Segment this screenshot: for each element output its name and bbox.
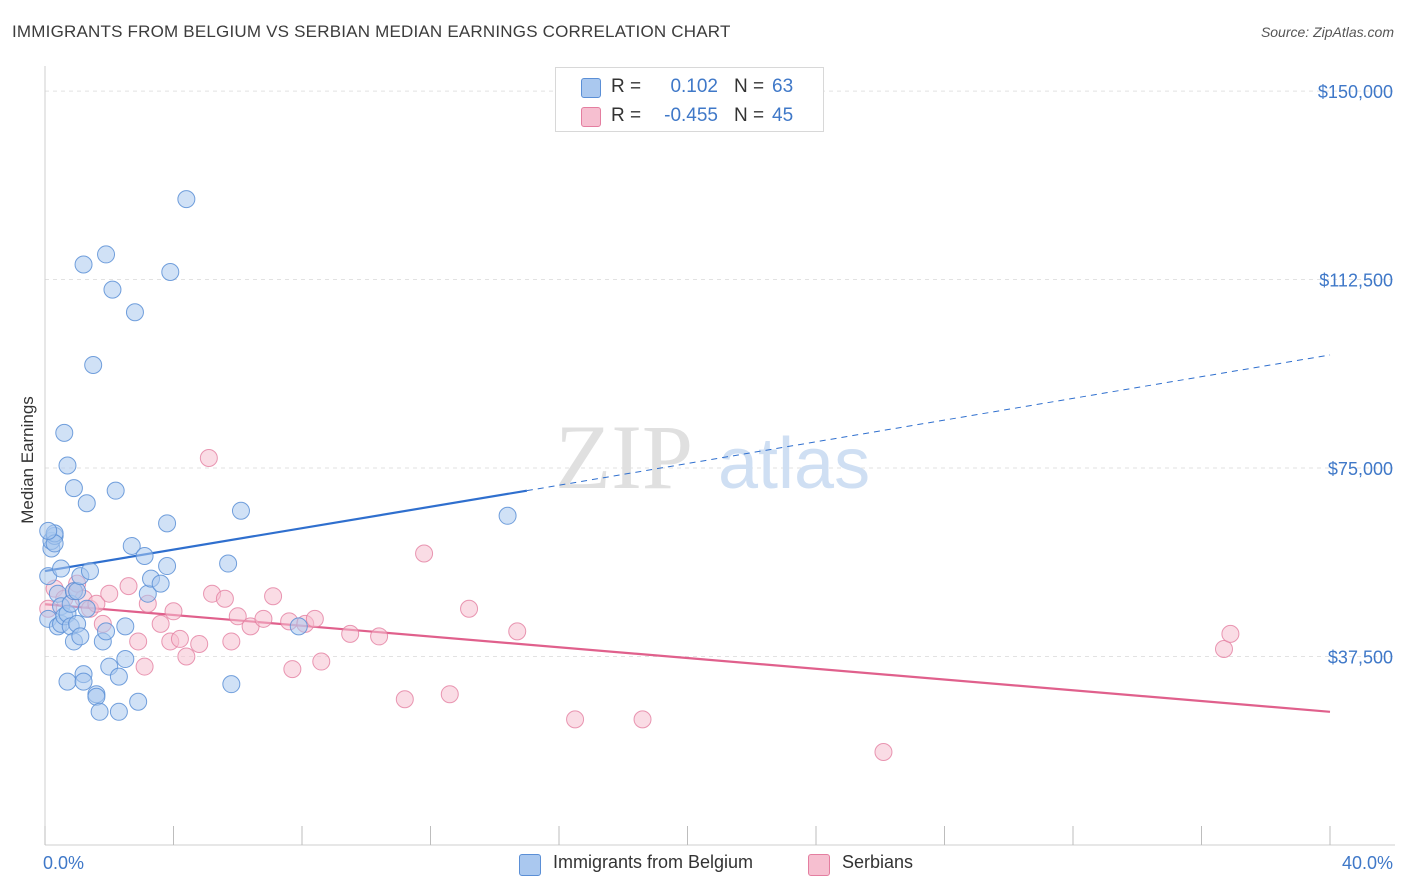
serbian-point (395, 690, 414, 709)
n-label: N = (734, 76, 765, 97)
legend-label-serbians: Serbians (842, 852, 914, 872)
serbian-point (341, 624, 360, 643)
belgium-point (109, 702, 128, 721)
belgium-point (106, 481, 125, 500)
belgium-point (135, 546, 154, 565)
serbian-point (508, 622, 527, 641)
belgium-point (58, 672, 77, 691)
trendline-belgium (44, 489, 528, 573)
belgium-point (161, 263, 180, 282)
belgium-point (68, 582, 87, 601)
correlation-legend: R = 0.102 N = 63 R = -0.455 N = 45 (555, 67, 824, 132)
x-tick-label: 0.0% (43, 853, 84, 873)
y-tick-label: $37,500 (1328, 648, 1393, 668)
serbian-point (1214, 639, 1233, 658)
n-value: 45 (772, 105, 794, 126)
n-value: 63 (772, 76, 794, 97)
n-label: N = (734, 105, 765, 126)
r-label: R = (611, 76, 642, 97)
trendline-belgium-extension (526, 354, 1331, 492)
chart-title: IMMIGRANTS FROM BELGIUM VS SERBIAN MEDIA… (12, 22, 731, 41)
serbian-point (1221, 624, 1240, 643)
belgium-point (177, 190, 196, 209)
belgium-point (109, 667, 128, 686)
belgium-point (77, 599, 96, 618)
serbian-point (460, 599, 479, 618)
belgium-point (80, 562, 99, 581)
serbian-point (177, 647, 196, 666)
serbian-point (129, 632, 148, 651)
belgium-point (125, 303, 144, 322)
serbian-point (164, 602, 183, 621)
serbian-swatch (581, 107, 601, 127)
serbian-point (415, 544, 434, 563)
belgium-point (151, 574, 170, 593)
belgium-point (116, 617, 135, 636)
belgium-swatch (581, 78, 601, 98)
belgium-point (90, 702, 109, 721)
y-tick-label: $150,000 (1318, 82, 1393, 102)
serbian-point (119, 577, 138, 596)
r-label: R = (611, 105, 642, 126)
serbian-point (874, 743, 893, 762)
y-tick-label: $112,500 (1319, 271, 1393, 291)
belgium-swatch (519, 854, 541, 876)
serbian-point (312, 652, 331, 671)
legend-row-belgium: R = 0.102 N = 63 (556, 71, 823, 101)
serbian-point (222, 632, 241, 651)
belgium-point (77, 494, 96, 513)
belgium-point (97, 622, 116, 641)
belgium-point (87, 687, 106, 706)
belgium-point (289, 617, 308, 636)
serbian-point (370, 627, 389, 646)
serbian-swatch (808, 854, 830, 876)
y-tick-label: $75,000 (1328, 459, 1393, 479)
belgium-point (222, 675, 241, 694)
belgium-point (219, 554, 238, 573)
legend-label-belgium: Immigrants from Belgium (553, 852, 754, 872)
belgium-point (116, 650, 135, 669)
serbian-point (440, 685, 459, 704)
r-value: 0.102 (670, 76, 718, 97)
serbian-point (283, 660, 302, 679)
belgium-point (498, 506, 517, 525)
belgium-point (158, 514, 177, 533)
serbian-point (215, 589, 234, 608)
serbian-point (305, 609, 324, 628)
serbian-point (566, 710, 585, 729)
belgium-point (39, 521, 58, 540)
belgium-point (103, 280, 122, 299)
serbian-point (254, 609, 273, 628)
r-value: -0.455 (664, 105, 718, 126)
belgium-point (158, 557, 177, 576)
x-tick-label: 40.0% (1342, 853, 1393, 873)
belgium-point (74, 255, 93, 274)
serbian-point (199, 448, 218, 467)
belgium-point (129, 692, 148, 711)
belgium-point (71, 627, 90, 646)
watermark-zip: ZIP (555, 406, 693, 508)
serbian-point (633, 710, 652, 729)
belgium-point (58, 456, 77, 475)
watermark-atlas: atlas (718, 424, 870, 504)
serbian-point (228, 607, 247, 626)
serbian-point (170, 629, 189, 648)
serbian-point (151, 614, 170, 633)
belgium-point (52, 559, 71, 578)
belgium-point (231, 501, 250, 520)
belgium-point (74, 672, 93, 691)
y-axis-label: Median Earnings (18, 396, 37, 524)
serbian-point (190, 634, 209, 653)
belgium-point (97, 245, 116, 264)
legend-row-serbians: R = -0.455 N = 45 (556, 100, 823, 130)
serbian-point (264, 587, 283, 606)
serbian-point (135, 657, 154, 676)
belgium-point (64, 479, 83, 498)
serbian-point (100, 584, 119, 603)
belgium-point (55, 423, 74, 442)
belgium-point (84, 356, 103, 375)
belgium-point (122, 536, 141, 555)
source-label: Source: ZipAtlas.com (1260, 24, 1394, 40)
